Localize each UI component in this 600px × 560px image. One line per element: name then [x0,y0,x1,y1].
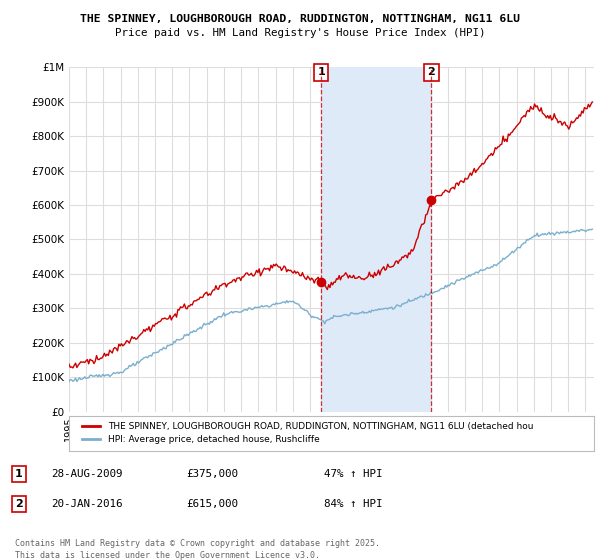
Text: Price paid vs. HM Land Registry's House Price Index (HPI): Price paid vs. HM Land Registry's House … [115,28,485,38]
Text: Contains HM Land Registry data © Crown copyright and database right 2025.
This d: Contains HM Land Registry data © Crown c… [15,539,380,560]
Bar [321,67,431,412]
Text: 20-JAN-2016: 20-JAN-2016 [51,499,122,509]
Text: 28-AUG-2009: 28-AUG-2009 [51,469,122,479]
Text: 1: 1 [317,67,325,77]
Text: £615,000: £615,000 [186,499,238,509]
Text: 2: 2 [427,67,435,77]
Text: £375,000: £375,000 [186,469,238,479]
Text: 1: 1 [15,469,23,479]
Text: 84% ↑ HPI: 84% ↑ HPI [324,499,383,509]
Legend: THE SPINNEY, LOUGHBOROUGH ROAD, RUDDINGTON, NOTTINGHAM, NG11 6LU (detached hou, : THE SPINNEY, LOUGHBOROUGH ROAD, RUDDINGT… [79,418,537,448]
Text: 2: 2 [15,499,23,509]
Text: 47% ↑ HPI: 47% ↑ HPI [324,469,383,479]
Text: THE SPINNEY, LOUGHBOROUGH ROAD, RUDDINGTON, NOTTINGHAM, NG11 6LU: THE SPINNEY, LOUGHBOROUGH ROAD, RUDDINGT… [80,14,520,24]
